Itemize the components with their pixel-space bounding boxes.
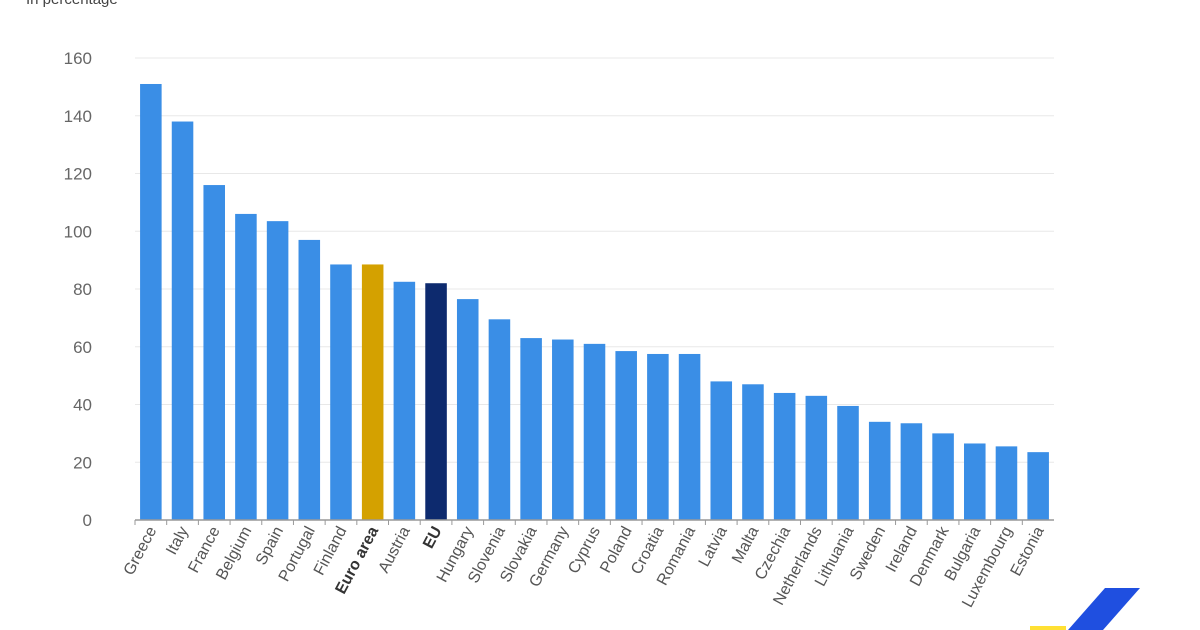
bar-belgium xyxy=(235,213,257,521)
bar-spain xyxy=(266,221,289,521)
x-axis xyxy=(134,519,1054,525)
x-category-label: Malta xyxy=(729,524,762,567)
y-tick-label: 140 xyxy=(64,107,92,126)
bars xyxy=(140,83,1049,521)
x-category-label: Greece xyxy=(121,524,161,578)
y-tick-label: 0 xyxy=(83,511,92,530)
bar-poland xyxy=(615,351,637,520)
bar-latvia xyxy=(710,381,733,520)
logo-yellow-bar xyxy=(1030,626,1066,630)
bar-bulgaria xyxy=(964,443,986,520)
bar-romania xyxy=(678,353,701,520)
bar-sweden xyxy=(868,421,891,520)
y-tick-label: 80 xyxy=(73,280,92,299)
bar-eu xyxy=(425,283,447,520)
bar-germany xyxy=(552,339,574,520)
x-category-label: Spain xyxy=(253,524,287,568)
x-category-label: Italy xyxy=(163,524,192,558)
bar-france xyxy=(203,185,225,521)
bar-luxembourg xyxy=(995,446,1018,520)
bar-greece xyxy=(140,83,162,521)
bar-austria xyxy=(393,281,416,520)
logo-blue-stripe xyxy=(1068,588,1140,630)
y-axis-labels: 0 20 40 60 80 100 120 140 160 xyxy=(64,49,92,530)
bar-lithuania xyxy=(837,405,859,520)
x-category-label: Latvia xyxy=(696,524,731,570)
bar-finland xyxy=(330,264,352,520)
bar-estonia xyxy=(1027,452,1049,520)
unit-label: In percentage xyxy=(26,0,118,8)
bar-euro-area xyxy=(361,264,384,520)
bar-italy xyxy=(171,121,194,521)
y-tick-label: 40 xyxy=(73,396,92,415)
bar-hungary xyxy=(456,299,479,520)
bar-netherlands xyxy=(805,395,828,520)
y-tick-label: 160 xyxy=(64,49,92,68)
y-tick-label: 60 xyxy=(73,338,92,357)
bar-denmark xyxy=(932,433,954,520)
x-axis-labels: Greece ItalyFranceBelgiumSpainPortugalFin… xyxy=(121,523,1048,610)
logo-graphic xyxy=(1030,588,1140,630)
bar-cyprus xyxy=(583,343,606,520)
bar-slovenia xyxy=(488,319,511,520)
x-category-label: EU xyxy=(420,524,445,552)
bar-ireland xyxy=(900,423,923,520)
bar-malta xyxy=(742,384,764,520)
bar-slovakia xyxy=(520,338,542,520)
y-tick-label: 20 xyxy=(73,453,92,472)
y-tick-label: 100 xyxy=(64,222,92,241)
bar-czechia xyxy=(773,392,796,520)
y-tick-label: 120 xyxy=(64,165,92,184)
bar-croatia xyxy=(647,353,669,520)
bar-portugal xyxy=(298,239,321,520)
